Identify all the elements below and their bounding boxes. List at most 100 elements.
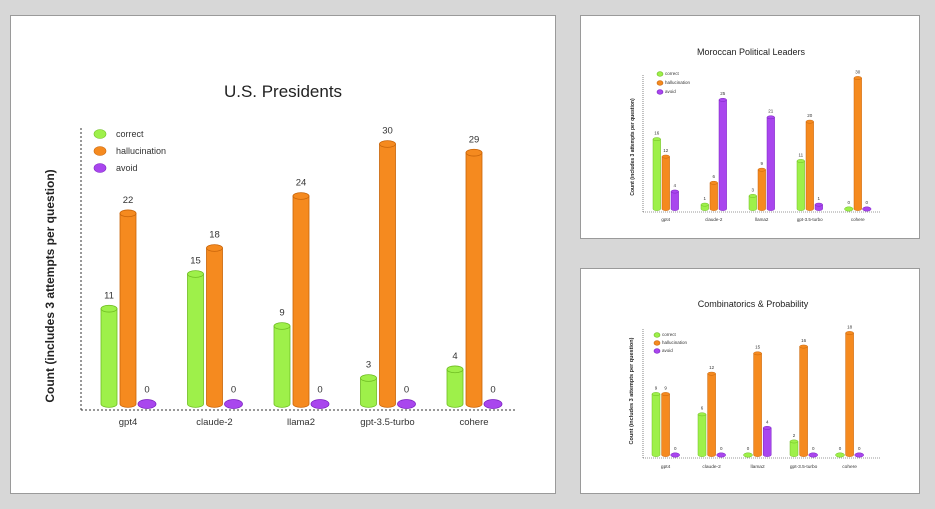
data-label-avoid-claude-2: 25	[720, 91, 726, 96]
legend-marker-hallucination	[653, 340, 661, 346]
bar-disc	[716, 452, 726, 458]
data-label-correct-cohere: 0	[839, 446, 842, 451]
bar-cap	[661, 392, 670, 396]
bar-hallucination-cohere	[845, 331, 854, 457]
data-label-correct-gpt4: 11	[104, 290, 114, 301]
chart-panel-moroccan-political-leaders: Moroccan Political Leaders Count (includ…	[580, 15, 920, 239]
legend-label-hallucination: hallucination	[662, 340, 688, 345]
data-label-correct-claude-2: 1	[704, 196, 707, 201]
bar-correct-llama2	[273, 322, 291, 408]
chart-moroccan-political-leaders: Moroccan Political Leaders Count (includ…	[630, 47, 881, 222]
data-label-hallucination-llama2: 15	[755, 345, 761, 350]
bar-body	[709, 182, 718, 211]
bar-body	[652, 138, 661, 211]
bar-correct-claude-2	[187, 270, 204, 408]
bar-body	[805, 121, 814, 211]
data-label-hallucination-gpt-3.5-turbo: 30	[382, 126, 393, 137]
bar-cap	[187, 270, 204, 278]
x-tick-label-cohere: cohere	[842, 464, 857, 470]
bar-avoid-llama2	[762, 426, 772, 457]
chart-title: Moroccan Political Leaders	[697, 47, 806, 57]
data-label-correct-gpt4: 16	[654, 131, 660, 136]
bar-hallucination-cohere	[853, 76, 862, 211]
legend-label-avoid: avoid	[116, 163, 138, 173]
chart-panel-us-presidents: U.S. Presidents Count (includes 3 attemp…	[10, 15, 556, 494]
bar-disc	[670, 452, 680, 458]
data-label-correct-llama2: 3	[752, 187, 755, 192]
data-label-hallucination-llama2: 24	[296, 178, 307, 189]
bar-cap	[845, 331, 854, 335]
data-label-avoid-gpt4: 0	[674, 446, 677, 451]
data-label-correct-claude-2: 6	[701, 406, 704, 411]
data-label-hallucination-cohere: 29	[469, 134, 480, 145]
bar-body	[465, 152, 483, 408]
bar-body	[187, 273, 204, 408]
bar-body	[379, 143, 396, 408]
bar-correct-gpt4	[652, 137, 661, 211]
bar-cap	[360, 374, 377, 382]
x-tick-label-gpt-3.5-turbo: gpt-3.5-turbo	[797, 217, 823, 222]
bar-correct-gpt-3.5-turbo	[796, 159, 805, 211]
bar-body	[119, 212, 137, 408]
chart-title: Combinatorics & Probability	[698, 299, 809, 309]
bar-cap	[762, 426, 772, 430]
bar-body	[748, 195, 757, 211]
bar-correct-claude-2	[697, 412, 707, 457]
bar-correct-gpt4	[100, 304, 118, 408]
bar-avoid-cohere	[862, 206, 872, 212]
bar-body	[757, 169, 766, 211]
bar-body	[292, 195, 310, 408]
bar-cap	[748, 194, 757, 198]
bar-cap	[651, 392, 661, 396]
bar-cap	[814, 202, 823, 207]
bar-disc	[224, 399, 243, 409]
bar-avoid-gpt4	[670, 189, 679, 211]
bar-hallucination-gpt-3.5-turbo	[379, 140, 396, 408]
bar-disc	[835, 452, 845, 458]
bar-avoid-gpt-3.5-turbo	[397, 399, 416, 409]
bar-cap	[853, 76, 862, 80]
x-tick-label-llama2: llama2	[751, 464, 765, 470]
bar-body	[697, 414, 707, 457]
chart-title: U.S. Presidents	[224, 82, 342, 101]
legend: correct hallucination avoid	[662, 332, 688, 353]
bar-cap	[661, 154, 670, 159]
bar-avoid-llama2	[310, 399, 330, 409]
bar-cap	[100, 304, 118, 313]
bar-avoid-gpt-3.5-turbo	[814, 202, 823, 211]
x-tick-label-gpt4: gpt4	[661, 217, 670, 222]
bar-hallucination-claude-2	[206, 244, 223, 408]
bar-cap	[757, 167, 766, 172]
data-label-avoid-claude-2: 0	[231, 385, 236, 396]
bar-hallucination-gpt4	[119, 209, 137, 408]
bar-correct-gpt-3.5-turbo	[789, 439, 799, 457]
bar-avoid-claude-2	[718, 97, 727, 211]
data-label-avoid-gpt-3.5-turbo: 0	[812, 446, 815, 451]
bar-cap	[700, 202, 709, 207]
bar-avoid-gpt-3.5-turbo	[808, 452, 818, 458]
legend-label-avoid: avoid	[662, 348, 673, 353]
bar-hallucination-gpt4	[661, 392, 670, 457]
bar-correct-llama2	[748, 194, 757, 211]
bar-cap	[465, 148, 483, 157]
data-label-avoid-llama2: 21	[768, 109, 774, 114]
bar-cap	[709, 180, 718, 185]
bar-hallucination-gpt-3.5-turbo	[799, 344, 808, 457]
chart-combinatorics-probability: Combinatorics & Probability Count (inclu…	[629, 299, 881, 470]
data-label-correct-cohere: 4	[452, 351, 457, 362]
data-label-hallucination-gpt-3.5-turbo: 16	[801, 338, 807, 343]
x-tick-label-gpt-3.5-turbo: gpt-3.5-turbo	[790, 464, 818, 470]
data-label-hallucination-claude-2: 6	[713, 174, 716, 179]
data-label-hallucination-cohere: 30	[855, 69, 861, 74]
bar-cap	[718, 97, 727, 102]
legend-label-hallucination: hallucination	[116, 146, 166, 156]
bar-body	[766, 117, 775, 211]
data-label-correct-llama2: 9	[279, 308, 284, 319]
bar-disc	[844, 206, 854, 212]
bar-cap	[789, 439, 799, 444]
bar-disc	[808, 452, 818, 458]
bar-disc	[483, 399, 503, 409]
bar-body	[360, 377, 377, 408]
bar-body	[651, 393, 661, 457]
data-label-hallucination-llama2: 9	[761, 161, 764, 166]
